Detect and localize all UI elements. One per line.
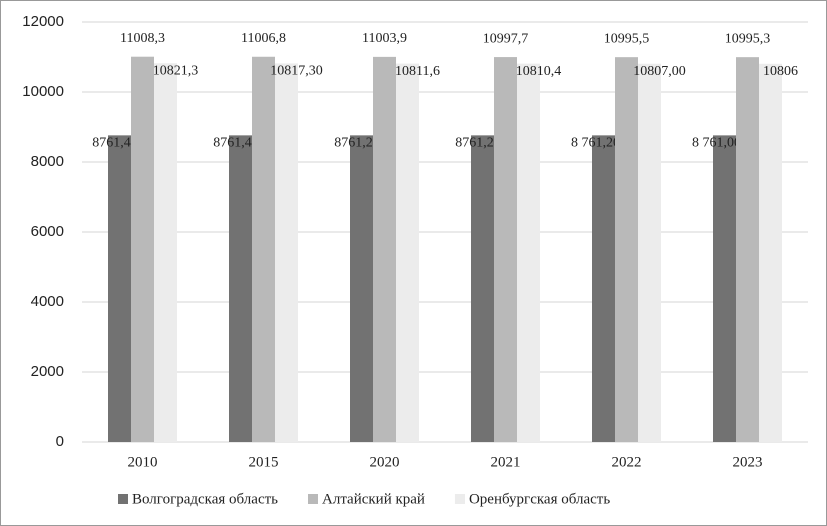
value-label: 8761,4 [213,136,252,151]
legend-label: Волгоградская область [132,491,278,507]
bar [615,57,638,442]
bar [494,57,517,442]
bar [638,63,661,442]
value-label: 10810,4 [516,64,562,79]
bar [131,56,154,442]
y-tick-label: 2000 [31,363,64,380]
legend-swatch [454,494,465,504]
bar [713,135,736,443]
value-label: 10807,00 [633,64,686,79]
x-tick-label: 2023 [733,454,763,470]
bar [592,135,615,442]
bar [759,63,782,442]
x-tick-label: 2020 [370,454,400,470]
bar [517,63,540,443]
bar [373,56,396,443]
legend-label: Оренбургская область [469,491,610,507]
value-label: 8761,2 [455,136,494,151]
legend-label: Алтайский край [322,491,425,507]
bar [252,56,275,443]
legend-swatch [308,494,318,504]
bar [350,135,373,442]
y-tick-label: 6000 [31,223,64,240]
value-label: 10995,3 [725,31,771,46]
x-tick-label: 2015 [249,454,279,470]
value-label: 11003,9 [362,31,407,46]
bar [108,135,131,442]
bar [275,63,298,442]
value-label: 10806 [763,64,798,79]
bar [471,135,494,442]
y-tick-label: 4000 [31,293,64,310]
value-label: 8761,4 [92,136,131,151]
value-label: 11008,3 [120,31,165,46]
bar [396,63,419,443]
value-label: 8 761,20 [571,136,620,151]
bar [736,57,759,443]
bar [229,135,252,442]
x-tick-label: 2021 [491,454,521,470]
value-label: 8 761,00 [692,136,741,151]
y-tick-label: 12000 [22,13,64,30]
y-tick-label: 8000 [31,153,64,170]
y-tick-label: 10000 [22,83,64,100]
legend-swatch [118,494,128,504]
value-label: 10997,7 [483,31,529,46]
x-tick-label: 2022 [612,454,642,470]
value-label: 11006,8 [241,31,286,46]
value-label: 8761,2 [334,136,373,151]
y-tick-label: 0 [56,433,64,450]
bar [154,63,177,442]
value-label: 10817,30 [270,64,323,79]
x-tick-label: 2010 [128,454,158,470]
value-label: 10811,6 [395,64,440,79]
value-label: 10995,5 [604,31,650,46]
value-label: 10821,3 [153,63,199,78]
